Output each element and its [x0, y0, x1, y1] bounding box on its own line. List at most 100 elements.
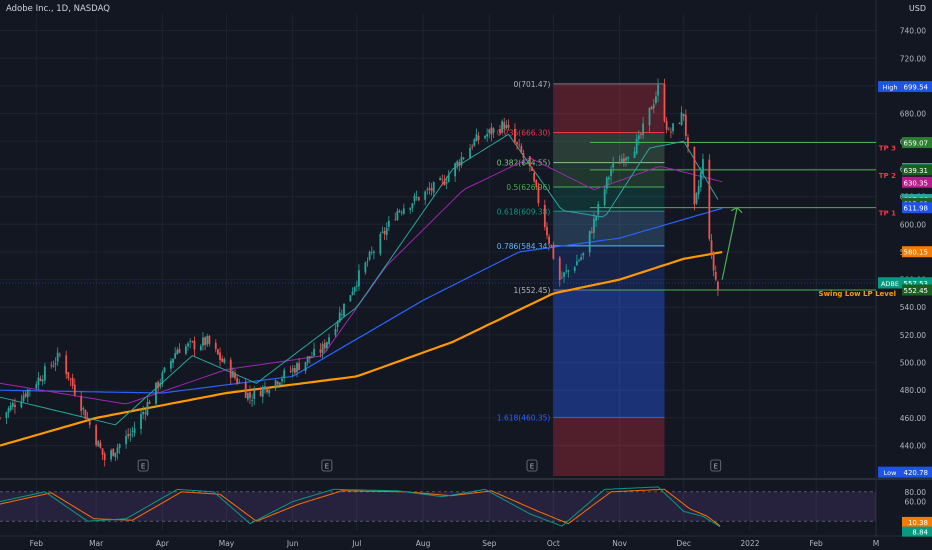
candle-body [283, 370, 286, 379]
candle-body [633, 151, 636, 158]
oscillator-tag-label: 10.38 [908, 519, 928, 527]
candle-body [336, 321, 339, 328]
candle-body [43, 366, 46, 381]
price-tag-label: 659.07 [904, 140, 929, 148]
candle-body [610, 169, 612, 177]
oscillator-tag [902, 516, 932, 527]
price-tag-label: 699.54 [904, 84, 929, 92]
grid [0, 0, 932, 537]
level-label: TP 2 [879, 172, 896, 180]
candle-body [259, 390, 262, 397]
candle-body [682, 113, 685, 117]
candle-body [522, 153, 525, 158]
candle-body [249, 392, 251, 398]
candle-body [379, 233, 382, 254]
candle-body [296, 363, 298, 373]
candle-body [364, 262, 367, 273]
candle-body [648, 107, 651, 126]
candle-body [471, 146, 474, 148]
candle-body [118, 444, 121, 448]
candle-body [161, 372, 164, 385]
oscillator-d-line [0, 488, 721, 527]
price-tag-prefix [878, 466, 902, 478]
price-tag [902, 137, 932, 149]
candle-body [573, 267, 576, 271]
candle-body [22, 395, 25, 402]
candle-body [54, 363, 57, 365]
oscillator-tag [902, 526, 932, 537]
candle-body [424, 191, 427, 200]
candle-body [663, 83, 666, 122]
candle-body [603, 189, 606, 205]
candle-body [514, 128, 516, 143]
price-tag [902, 176, 932, 188]
candle-body [473, 139, 476, 146]
fib-level-label: 0.5(626.96) [506, 183, 550, 192]
candle-body [484, 136, 486, 139]
candle-body [565, 270, 568, 272]
candle-body [313, 348, 315, 356]
candle-body [52, 365, 55, 367]
candle-body [622, 158, 625, 163]
candle-body [693, 146, 696, 205]
candle-body [505, 124, 508, 129]
candle-body [558, 257, 561, 280]
candle-body [26, 389, 29, 398]
candle-body [14, 404, 16, 408]
price-tag [902, 81, 932, 93]
candle-body [178, 348, 181, 353]
price-tag [902, 164, 932, 176]
candle-body [5, 412, 8, 418]
price-tick-label: 520.00 [900, 331, 926, 340]
candle-body [24, 393, 27, 397]
candle-body [29, 389, 31, 391]
candle-body [387, 220, 390, 227]
candle-body [97, 440, 100, 447]
candle-body [351, 291, 354, 295]
candle-body [426, 189, 429, 191]
candle-body [50, 364, 53, 366]
time-tick-label: Apr [156, 539, 170, 548]
candle-body [381, 231, 384, 233]
candle-body [441, 179, 444, 180]
candle-body [238, 382, 241, 384]
fib-band [553, 132, 665, 163]
candle-body [400, 212, 403, 213]
time-tick-label: Feb [30, 539, 44, 548]
fib-level-label: 0.618(609.38) [497, 207, 551, 216]
candle-body [291, 368, 294, 372]
candle-body [88, 421, 91, 425]
candle-body [321, 344, 324, 354]
candle-body [714, 271, 717, 280]
time-axis[interactable]: Feb Mar Apr May Jun Jul Aug Sep Oct Nov Dec 2022 Feb… [30, 539, 880, 548]
candle-body [214, 342, 217, 349]
candle-body [202, 337, 204, 346]
price-tag-prefix-label: High [883, 84, 898, 92]
candle-body [67, 372, 70, 379]
candle-body [281, 378, 283, 382]
candle-body [129, 433, 132, 436]
candle-body [640, 133, 642, 135]
candle-body [593, 218, 595, 233]
candle-body [328, 337, 330, 344]
candle-body [355, 285, 358, 287]
candle-body [650, 106, 653, 110]
candle-body [217, 349, 219, 355]
price-tag-label: 639.31 [904, 167, 929, 175]
ma100-line [0, 207, 723, 394]
candle-body [246, 392, 249, 400]
fib-level-label: 0.786(584.34) [497, 242, 551, 251]
candle-body [170, 360, 172, 369]
candle-body [368, 251, 371, 260]
candle-body [358, 270, 360, 287]
price-tag-label: 557.53 [904, 280, 929, 288]
time-tick-label: Jul [351, 539, 361, 548]
candle-body [231, 371, 234, 378]
candle-body [112, 448, 115, 457]
oscillator-band [0, 491, 876, 522]
candle-body [343, 303, 345, 317]
candle-body [627, 157, 630, 160]
candle-body [353, 286, 356, 292]
